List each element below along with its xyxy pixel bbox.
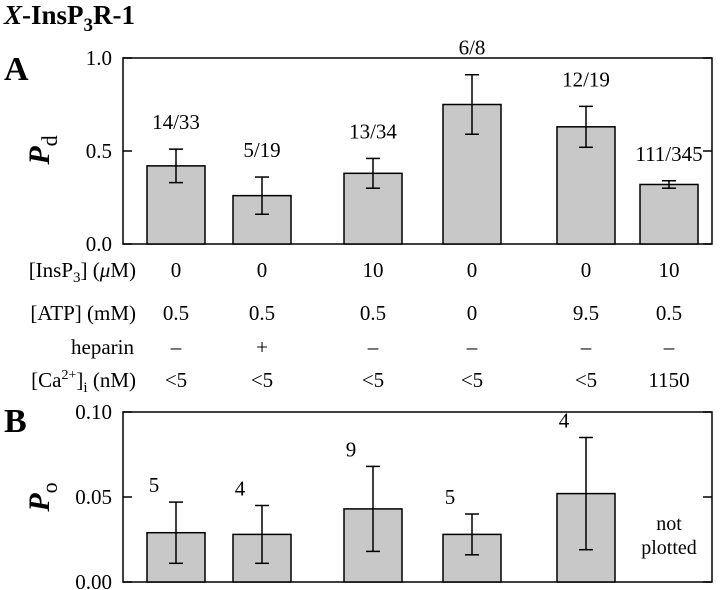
row-label: [Ca2+]i (nM) <box>31 368 136 396</box>
bar-annotation: 9 <box>346 437 357 461</box>
condition-value: <5 <box>165 368 187 392</box>
condition-value: 0.5 <box>360 301 386 325</box>
condition-value: 0 <box>467 301 478 325</box>
label-part: [InsP <box>29 258 73 282</box>
note: plotted <box>641 537 697 559</box>
bar-annotation: 5/19 <box>243 138 280 162</box>
condition-value: 10 <box>363 258 384 282</box>
bar-annotation: 4 <box>235 477 246 501</box>
condition-value: 9.5 <box>573 301 599 325</box>
label-part: i <box>83 380 87 396</box>
condition-value: <5 <box>251 368 273 392</box>
bar-annotation: 14/33 <box>152 110 200 134</box>
label-part: [Ca <box>31 368 62 392</box>
label-part: P <box>23 493 56 513</box>
label-part: o <box>37 482 62 493</box>
condition-value: 0 <box>467 258 478 282</box>
bar <box>639 183 699 245</box>
condition-value: <5 <box>362 368 384 392</box>
condition-value: <5 <box>575 368 597 392</box>
bar-annotation: 4 <box>559 409 570 433</box>
y-tick-label: 0.5 <box>86 139 112 163</box>
condition-value: – <box>663 335 675 359</box>
label-part: M) <box>110 258 136 282</box>
y-axis-label: Pd <box>23 135 62 165</box>
label-part: (nM) <box>88 368 136 392</box>
title-part: -InsP <box>22 0 84 30</box>
condition-value: + <box>256 335 268 359</box>
label-part: 2+ <box>62 368 77 383</box>
row-label: [ATP] (mM) <box>30 301 136 325</box>
label-part: μ <box>99 258 111 282</box>
condition-value: 0 <box>171 258 182 282</box>
figure-title: X-InsP3R-1 <box>3 0 135 36</box>
title-part: R-1 <box>93 0 135 30</box>
label-part: heparin <box>71 335 134 359</box>
condition-value: – <box>367 335 379 359</box>
title-part: 3 <box>84 15 94 36</box>
condition-value: – <box>580 335 592 359</box>
label-part: P <box>23 146 56 166</box>
bar-annotation: 5 <box>445 485 456 509</box>
panel-label: A <box>4 51 29 88</box>
condition-value: 0 <box>257 258 268 282</box>
y-tick-label: 0.00 <box>75 570 112 590</box>
y-tick-label: 1.0 <box>86 46 112 70</box>
plot-frame <box>122 411 713 583</box>
label-part: ] ( <box>81 258 100 282</box>
note: not <box>656 513 682 535</box>
condition-value: 10 <box>659 258 680 282</box>
bar-annotation: 12/19 <box>562 67 610 91</box>
bar-annotation: 111/345 <box>635 142 702 166</box>
condition-value: 0.5 <box>163 301 189 325</box>
y-tick-label: 0.0 <box>86 232 112 256</box>
y-axis-label: Po <box>23 482 62 512</box>
label-part: d <box>37 135 62 146</box>
condition-value: – <box>466 335 478 359</box>
condition-value: <5 <box>461 368 483 392</box>
row-label: heparin <box>71 335 134 359</box>
y-tick-label: 0.10 <box>75 400 112 424</box>
plot-frame <box>122 57 713 245</box>
title-part: X <box>3 0 23 30</box>
label-part: 3 <box>73 270 81 286</box>
label-part: [ATP] (mM) <box>30 301 136 325</box>
row-label: [InsP3] (μM) <box>29 258 136 286</box>
panel-label: B <box>4 403 27 440</box>
condition-value: – <box>170 335 182 359</box>
bar-annotation: 6/8 <box>459 36 486 60</box>
bar-annotation: 5 <box>149 473 160 497</box>
condition-value: 0.5 <box>249 301 275 325</box>
condition-value: 0 <box>581 258 592 282</box>
condition-value: 1150 <box>648 368 689 392</box>
y-tick-label: 0.05 <box>75 485 112 509</box>
bar-annotation: 13/34 <box>349 119 397 143</box>
condition-value: 0.5 <box>656 301 682 325</box>
label-part: ] <box>76 368 83 392</box>
